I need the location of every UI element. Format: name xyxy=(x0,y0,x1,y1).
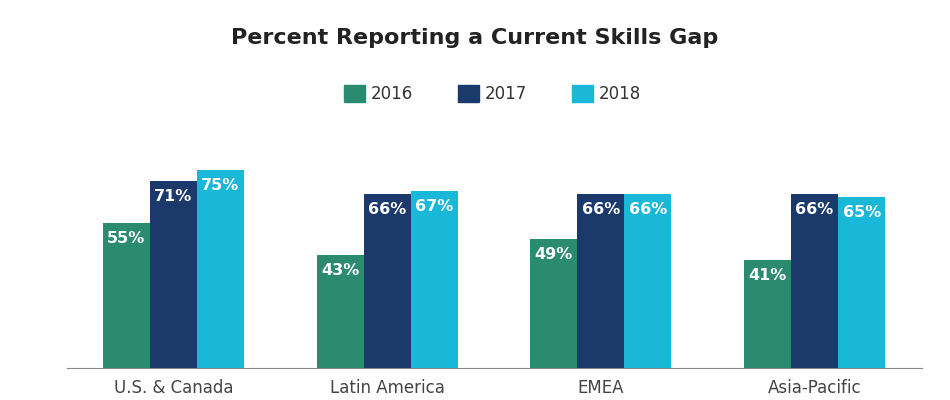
Text: 66%: 66% xyxy=(581,202,620,217)
Bar xyxy=(364,194,410,368)
Bar xyxy=(410,191,458,368)
Text: 75%: 75% xyxy=(201,178,239,193)
Text: 2017: 2017 xyxy=(484,85,526,103)
Text: 49%: 49% xyxy=(535,247,573,262)
Text: 66%: 66% xyxy=(629,202,667,217)
Text: 41%: 41% xyxy=(749,268,787,283)
Bar xyxy=(624,194,672,368)
Text: 66%: 66% xyxy=(795,202,834,217)
Text: 43%: 43% xyxy=(321,262,359,278)
Bar xyxy=(103,223,150,368)
Text: 2016: 2016 xyxy=(370,85,412,103)
Bar xyxy=(316,255,364,368)
Bar xyxy=(150,181,197,368)
Text: 55%: 55% xyxy=(107,231,145,246)
Bar xyxy=(578,194,624,368)
Bar xyxy=(530,239,578,368)
Text: 2018: 2018 xyxy=(598,85,640,103)
Bar xyxy=(744,260,791,368)
Text: 65%: 65% xyxy=(843,204,881,220)
Bar xyxy=(838,197,885,368)
Text: 67%: 67% xyxy=(415,199,453,214)
Text: 66%: 66% xyxy=(368,202,407,217)
Bar xyxy=(791,194,838,368)
Bar xyxy=(197,170,244,368)
Text: Percent Reporting a Current Skills Gap: Percent Reporting a Current Skills Gap xyxy=(232,28,718,48)
Text: 71%: 71% xyxy=(154,189,193,204)
